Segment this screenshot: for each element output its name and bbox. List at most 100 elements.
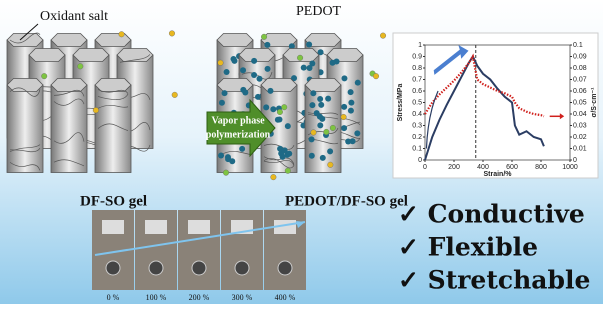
column-top	[217, 34, 253, 47]
pedot-dot	[224, 69, 230, 75]
pedot-dot	[348, 108, 354, 114]
pedot-dot	[317, 122, 323, 128]
x-tick-label: 1000	[562, 164, 578, 171]
salt-dot	[218, 60, 224, 66]
y-axis-title: Stress/MPa	[397, 84, 404, 122]
column	[51, 85, 87, 173]
strain-label: 0 %	[107, 293, 120, 302]
column-top	[261, 79, 297, 92]
pedot-dot	[309, 136, 315, 142]
column-top	[73, 49, 109, 62]
y-tick-label: 0.9	[412, 53, 422, 60]
y-tick-label: 0.8	[412, 65, 422, 72]
pedot-dot	[341, 75, 347, 81]
salt-dot	[330, 125, 336, 131]
column-top	[117, 49, 153, 62]
pedot-dot	[239, 146, 245, 152]
y2-tick-label: 0.04	[573, 111, 587, 118]
y2-tick-label: 0.02	[573, 134, 587, 141]
y2-tick-label: 0.1	[573, 42, 583, 49]
pedot-dot	[309, 102, 315, 108]
pedot-dot	[225, 156, 231, 162]
pedot-dot	[231, 56, 237, 62]
salt-dot	[93, 107, 99, 113]
pedot-dot	[317, 96, 323, 102]
salt-dot	[172, 92, 178, 98]
salt-dot	[119, 31, 125, 37]
y-tick-label: 0.5	[412, 99, 422, 106]
y-tick-label: 0.2	[412, 134, 422, 141]
y-tick-label: 0.3	[412, 122, 422, 129]
pedot-dot	[307, 65, 313, 71]
y-tick-label: 0.1	[412, 145, 422, 152]
y-tick-label: 0.4	[412, 111, 422, 118]
salt-dot	[297, 55, 303, 61]
salt-dot	[324, 129, 330, 135]
salt-dot	[311, 130, 317, 136]
sample	[149, 261, 163, 275]
pedot-dot	[240, 67, 246, 73]
salt-dot	[285, 168, 291, 174]
clamp	[102, 220, 124, 234]
y-tick-label: 0	[418, 157, 422, 164]
pedot-dot	[350, 138, 356, 144]
pedot-dot	[341, 125, 347, 131]
pedot-dot	[309, 153, 315, 159]
salt-dot	[41, 73, 47, 79]
pedot-dot	[282, 147, 288, 153]
sample	[278, 261, 292, 275]
x-tick-label: 200	[448, 164, 460, 171]
pedot-dot	[218, 152, 224, 158]
property: ✓ Flexible	[398, 233, 538, 262]
y2-axis-title: σ/S·cm⁻¹	[591, 87, 598, 118]
x-tick-label: 0	[423, 164, 427, 171]
pedot-dot	[320, 155, 326, 161]
column-top	[95, 34, 131, 47]
column-top	[305, 79, 341, 92]
pedot-dot	[270, 106, 276, 112]
pedot-label: PEDOT	[296, 4, 342, 19]
chart-frame	[393, 33, 598, 178]
salt-dot	[261, 34, 267, 40]
pedot-dot	[251, 58, 257, 64]
sample	[192, 261, 206, 275]
strain-label: 100 %	[146, 293, 167, 302]
y2-tick-label: 0.08	[573, 65, 587, 72]
y2-tick-label: 0.09	[573, 53, 587, 60]
x-tick-label: 600	[506, 164, 518, 171]
pedot-dot	[240, 87, 246, 93]
column-top	[239, 49, 275, 62]
column-top	[29, 49, 65, 62]
clamp	[145, 220, 167, 234]
pedot-dot	[330, 60, 336, 66]
column	[95, 85, 131, 173]
x-tick-label: 400	[477, 164, 489, 171]
salt-dot	[271, 174, 277, 180]
pedot-dot	[280, 154, 286, 160]
pedot-dot	[306, 42, 312, 48]
pedot-dot	[256, 76, 262, 82]
y-tick-label: 0.7	[412, 76, 422, 83]
y2-tick-label: 0.06	[573, 88, 587, 95]
salt-dot	[223, 170, 229, 176]
salt-dot	[341, 114, 347, 120]
pedot-dot	[251, 72, 257, 78]
pedot-dot	[325, 96, 331, 102]
photo-strip: 0 %100 %200 %300 %400 %	[92, 210, 306, 302]
graphical-abstract: Oxidant salt PEDOT Vapor phase polymeriz…	[0, 0, 603, 304]
column-top	[51, 34, 87, 47]
pedot-dot	[341, 104, 347, 110]
gel-label: DF-SO gel	[80, 193, 147, 209]
y2-tick-label: 0.01	[573, 145, 587, 152]
pedot-dot	[319, 116, 325, 122]
column-top	[327, 49, 363, 62]
sample	[235, 261, 249, 275]
strain-label: 200 %	[189, 293, 210, 302]
pedot-dot	[301, 65, 307, 71]
pedot-dot	[310, 90, 316, 96]
sample	[106, 261, 120, 275]
salt-dot	[169, 31, 175, 37]
property: ✓ Conductive	[398, 200, 585, 229]
pedot-dot	[285, 123, 291, 129]
pedot-dot	[354, 130, 360, 136]
